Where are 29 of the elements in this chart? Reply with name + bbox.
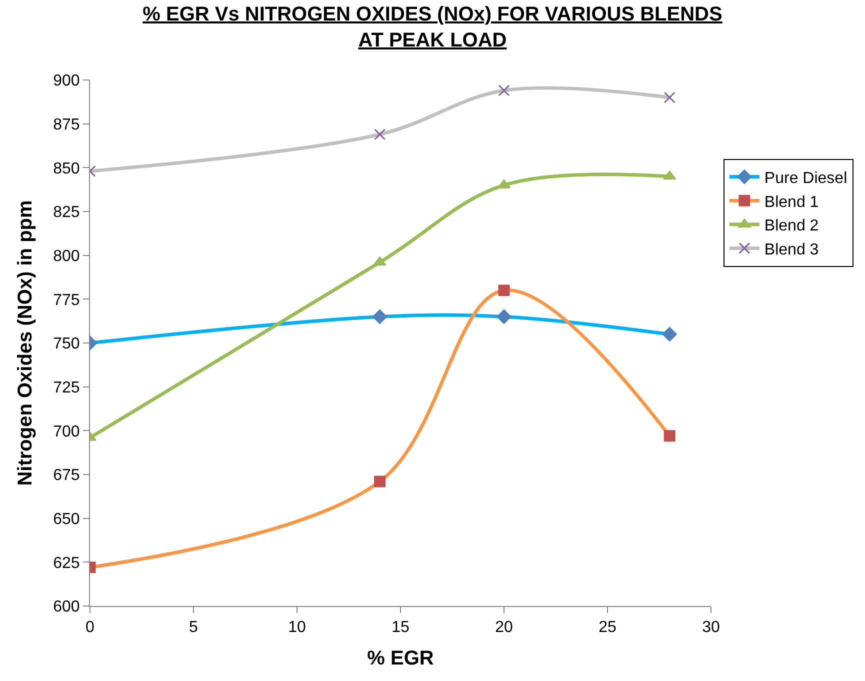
y-tick-label: 625 [53, 554, 80, 572]
x-tick-label: 5 [189, 619, 198, 636]
chart-title: % EGR Vs NITROGEN OXIDES (NOx) FOR VARIOUS BLENDS AT PEAK LOAD [142, 3, 722, 52]
y-tick-label: 800 [53, 248, 80, 265]
y-tick-label: 900 [53, 72, 80, 90]
y-tick-label: 650 [53, 510, 80, 528]
x-axis-title: % EGR [367, 648, 434, 670]
y-tick-label: 750 [53, 336, 80, 353]
y-tick-label: 725 [53, 379, 80, 396]
y-tick-label: 825 [53, 204, 80, 222]
y-tick-label: 875 [53, 116, 80, 134]
legend-label: Blend 2 [764, 218, 819, 235]
legend-label: Blend 3 [764, 241, 819, 258]
legend-label: Blend 1 [764, 194, 819, 211]
y-tick-label: 675 [53, 467, 80, 484]
y-tick-label: 700 [53, 423, 80, 440]
x-tick-label: 30 [702, 619, 720, 636]
legend-label: Pure Diesel [764, 170, 848, 188]
y-axis-title: Nitrogen Oxides (NOx) in ppm [14, 200, 37, 486]
x-tick-label: 20 [495, 619, 513, 636]
point [663, 170, 676, 180]
x-tick-label: 0 [86, 619, 95, 636]
y-tick-label: 775 [53, 292, 80, 309]
y-tick-label: 600 [53, 598, 80, 616]
y-tick-label: 850 [53, 160, 80, 178]
x-tick-label: 15 [392, 619, 410, 636]
x-tick-label: 25 [598, 619, 616, 636]
x-tick-label: 10 [288, 619, 306, 636]
point [373, 256, 386, 266]
